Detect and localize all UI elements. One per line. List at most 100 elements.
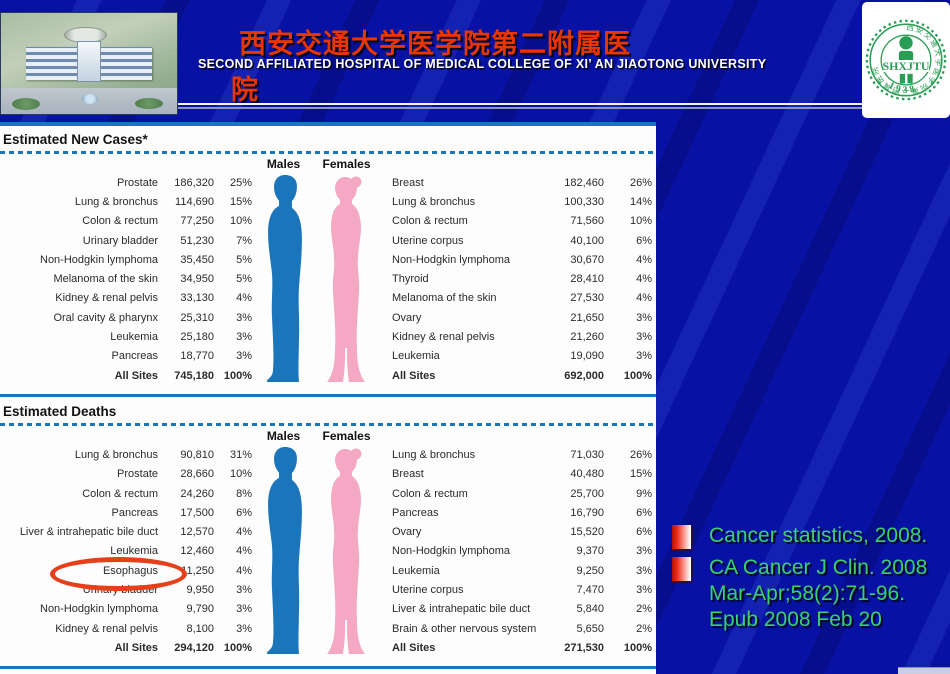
cell-pct: 6% — [636, 234, 652, 247]
cell-pct: 3% — [236, 311, 252, 324]
table-row: Breast 182,460 26% — [378, 173, 652, 192]
section-body: Lung & bronchus 90,810 31% Prostate 28,660 10… — [0, 445, 656, 657]
cell-pct: 100% — [623, 369, 652, 382]
cell-pct: 4% — [236, 526, 252, 539]
table-row: Oral cavity & pharynx 25,310 3% — [0, 308, 252, 327]
cell-site: Leukemia — [392, 564, 440, 577]
cell-count: 5,650 — [576, 622, 604, 635]
hospital-aerial-photo — [0, 12, 178, 115]
cell-pct: 3% — [236, 331, 252, 344]
table-row: Melanoma of the skin 34,950 5% — [0, 269, 252, 288]
cell-pct: 5% — [236, 273, 252, 286]
citation-block: Cancer statistics, 2008. CA Cancer J Cli… — [672, 523, 948, 637]
cell-count: 745,180 — [174, 369, 214, 382]
cell-site: Melanoma of the skin — [392, 292, 497, 305]
table-row: Leukemia 9,250 3% — [378, 561, 652, 580]
cell-count: 16,790 — [570, 506, 604, 519]
males-header: Males — [266, 157, 301, 171]
cell-pct: 10% — [229, 215, 252, 228]
table-row: Uterine corpus 7,470 3% — [378, 580, 652, 599]
male-silhouette — [267, 447, 302, 655]
dotted-divider-line — [0, 151, 656, 154]
cell-pct: 4% — [236, 545, 252, 558]
section-body: Prostate 186,320 25% Lung & bronchus 114,690… — [0, 173, 656, 385]
cell-pct: 7% — [236, 234, 252, 247]
cell-count: 8,100 — [186, 622, 214, 635]
table-row: Prostate 28,660 10% — [0, 465, 252, 484]
cell-count: 34,950 — [180, 273, 214, 286]
table-row: Kidney & renal pelvis 21,260 3% — [378, 327, 652, 346]
cell-count: 9,790 — [186, 603, 214, 616]
cell-site: Non-Hodgkin lymphoma — [392, 545, 510, 558]
table-row: Liver & intrahepatic bile duct 12,570 4% — [0, 522, 252, 541]
cell-pct: 26% — [629, 448, 652, 461]
cell-site: Breast — [392, 176, 424, 189]
cell-count: 27,530 — [570, 292, 604, 305]
cell-count: 25,310 — [180, 311, 214, 324]
cell-pct: 8% — [236, 487, 252, 500]
logo-pillar — [899, 73, 906, 84]
cell-count: 33,130 — [180, 292, 214, 305]
header-divider-line — [178, 103, 866, 109]
cell-count: 5,840 — [576, 603, 604, 616]
section-estimated-new-cases: Estimated New Cases* Males Females Prost… — [0, 132, 656, 385]
hospital-seal-icon: 西安交通大学医学院第二附属医院 SHXJTU 1938 — [865, 19, 947, 101]
cell-pct: 100% — [223, 369, 252, 382]
cell-pct: 6% — [236, 506, 252, 519]
cell-pct: 25% — [229, 176, 252, 189]
logo-dot — [931, 81, 935, 85]
cell-site: Colon & rectum — [392, 487, 468, 500]
cell-pct: 3% — [236, 583, 252, 596]
table-row: All Sites 692,000 100% — [378, 366, 652, 385]
cell-count: 114,690 — [175, 195, 214, 208]
cell-pct: 14% — [629, 195, 652, 208]
cell-count: 28,410 — [570, 273, 604, 286]
females-header: Females — [322, 157, 371, 171]
cell-count: 25,180 — [180, 331, 214, 344]
cell-count: 18,770 — [180, 350, 214, 363]
male-silhouette — [267, 174, 302, 383]
logo-banner — [883, 60, 929, 72]
section-divider-line — [0, 394, 656, 398]
cell-site: Prostate — [117, 468, 158, 481]
section-title: Estimated Deaths — [3, 404, 117, 420]
cell-site: Lung & bronchus — [74, 195, 158, 208]
table-row: Pancreas 18,770 3% — [0, 347, 252, 366]
table-row: Brain & other nervous system 5,650 2% — [378, 619, 652, 638]
table-row: Liver & intrahepatic bile duct 5,840 2% — [378, 600, 652, 619]
cell-count: 186,320 — [174, 176, 214, 189]
hospital-logo: 西安交通大学医学院第二附属医院 SHXJTU 1938 — [862, 2, 950, 118]
cell-count: 100,330 — [564, 195, 604, 208]
logo-abbreviation: SHXJTU — [882, 59, 929, 73]
cell-site: Non-Hodgkin lymphoma — [392, 253, 510, 266]
cell-site: Lung & bronchus — [392, 448, 476, 461]
citation-item: CA Cancer J Clin. 2008 Mar-Apr;58(2):71-… — [672, 555, 948, 633]
cell-site: Oral cavity & pharynx — [53, 311, 158, 324]
cell-site: Liver & intrahepatic bile duct — [392, 603, 531, 616]
cell-site: Kidney & renal pelvis — [55, 292, 158, 305]
table-row: Colon & rectum 25,700 9% — [378, 484, 652, 503]
citation-item: Cancer statistics, 2008. — [672, 523, 948, 551]
cell-pct: 100% — [623, 641, 652, 654]
cell-site: All Sites — [114, 641, 158, 654]
cell-pct: 3% — [236, 350, 252, 363]
table-row: Lung & bronchus 71,030 26% — [378, 445, 652, 464]
cell-site: Pancreas — [392, 506, 439, 519]
table-row: Melanoma of the skin 27,530 4% — [378, 289, 652, 308]
cell-site: Leukemia — [110, 331, 158, 344]
cell-site: All Sites — [392, 641, 436, 654]
table-row: Lung & bronchus 114,690 15% — [0, 192, 252, 211]
cell-site: Brain & other nervous system — [392, 622, 537, 635]
cell-count: 9,950 — [186, 583, 214, 596]
cell-site: Non-Hodgkin lymphoma — [40, 253, 158, 266]
cell-site: Leukemia — [110, 545, 158, 558]
table-row: Non-Hodgkin lymphoma 9,790 3% — [0, 600, 252, 619]
figure-bottom-line — [0, 665, 656, 669]
cell-count: 21,260 — [570, 331, 604, 344]
sex-column-headers: Males Females — [252, 157, 378, 171]
table-row: Non-Hodgkin lymphoma 30,670 4% — [378, 250, 652, 269]
cell-count: 24,260 — [180, 487, 214, 500]
table-row: Urinary bladder 51,230 7% — [0, 231, 252, 250]
cell-count: 90,810 — [180, 448, 214, 461]
